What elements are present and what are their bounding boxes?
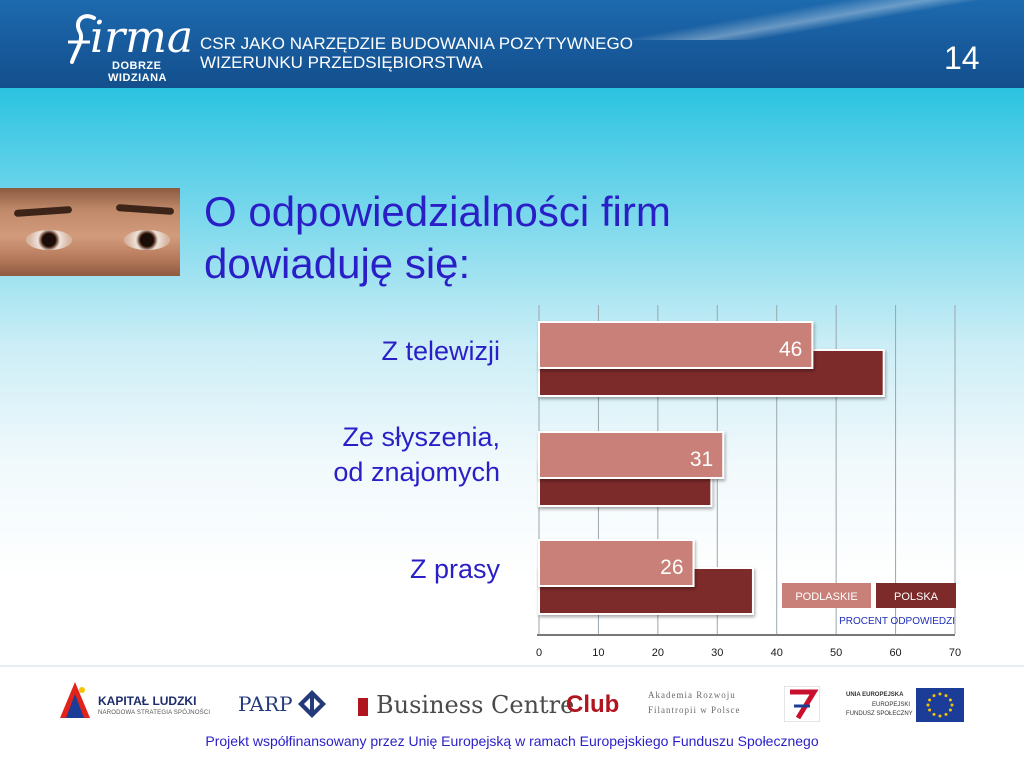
category-label-line: od znajomych: [333, 457, 500, 487]
bcc-square-icon: [358, 698, 368, 716]
afp-logo-line-1: Akademia Rozwoju: [648, 690, 736, 700]
seven-logo-icon: [784, 686, 820, 722]
bar-podlaskie: [538, 431, 725, 479]
ue-label-line-1: UNIA EUROPEJSKA: [846, 692, 904, 698]
right-eye: [124, 230, 170, 250]
bar-value-label: 26: [660, 556, 683, 579]
header-title: CSR JAKO NARZĘDZIE BUDOWANIA POZYTYWNEGO…: [200, 34, 820, 72]
parp-arrows-icon: [298, 690, 326, 718]
logo-script-text: irma: [90, 12, 194, 63]
logo-line-2: WIDZIANA: [108, 72, 167, 84]
ue-label-line-3: FUNDUSZ SPOŁECZNY: [846, 711, 913, 717]
kapital-ludzki-icon: [60, 682, 90, 718]
footer-divider: [0, 665, 1024, 667]
slide-title: O odpowiedzialności firm dowiaduję się:: [204, 186, 824, 290]
child-eyes-photo: [0, 188, 180, 276]
header-title-line-2: WIZERUNKU PRZEDSIĘBIORSTWA: [200, 53, 483, 72]
eu-flag-icon: [916, 688, 964, 722]
ue-label-line-2: EUROPEJSKI: [872, 702, 911, 708]
kapital-ludzki-title: KAPITAŁ LUDZKI: [98, 694, 197, 708]
header-bar: irma DOBRZE WIDZIANA CSR JAKO NARZĘDZIE …: [0, 0, 1024, 88]
category-label-line: Z prasy: [409, 554, 500, 584]
bcc-club-text: Club: [566, 691, 620, 718]
bar-value-label: 31: [690, 448, 713, 471]
bar-podlaskie: [538, 539, 695, 587]
category-label-line: Z telewizji: [381, 336, 500, 366]
bcc-logo-text: Business Centre: [376, 691, 575, 719]
legend-label-polska: POLSKA: [894, 591, 939, 603]
bar-podlaskie: [538, 321, 814, 369]
category-label-line: Ze słyszenia,: [342, 422, 500, 452]
x-tick-label: 30: [711, 647, 723, 659]
page-number: 14: [944, 40, 980, 76]
category-label: Ze słyszenia, od znajomych: [333, 420, 500, 490]
legend-label-podlaskie: PODLASKIE: [795, 591, 857, 603]
x-tick-label: 20: [652, 647, 664, 659]
category-label: Z prasy: [410, 552, 500, 587]
left-eye: [26, 230, 72, 250]
firma-dobrze-widziana-logo: irma DOBRZE WIDZIANA: [64, 8, 193, 84]
header-highlight: [560, 0, 1024, 40]
x-tick-label: 0: [536, 647, 542, 659]
legend-swatch-podlaskie: [782, 583, 871, 608]
category-label: Z telewizji: [381, 334, 500, 369]
parp-logo-text: PARP: [238, 692, 293, 716]
footer-cofinancing-text: Projekt współfinansowany przez Unię Euro…: [205, 733, 819, 749]
slide-title-line-2: dowiaduję się:: [204, 240, 471, 287]
x-tick-label: 10: [592, 647, 604, 659]
afp-logo-line-2: Filantropii w Polsce: [648, 705, 741, 715]
logo-line-1: DOBRZE: [112, 60, 162, 72]
x-tick-label: 40: [771, 647, 783, 659]
bar-value-label: 46: [779, 338, 802, 361]
legend-swatch-polska: [876, 583, 956, 608]
logo-script-f-icon: [68, 14, 96, 64]
x-axis-title: PROCENT ODPOWIEDZI: [839, 616, 955, 627]
x-tick-label: 50: [830, 647, 842, 659]
header-title-line-1: CSR JAKO NARZĘDZIE BUDOWANIA POZYTYWNEGO: [200, 34, 633, 53]
x-tick-label: 60: [889, 647, 901, 659]
kapital-ludzki-subtitle: NARODOWA STRATEGIA SPÓJNOŚCI: [98, 710, 211, 716]
x-tick-label: 70: [949, 647, 961, 659]
sponsor-logos: KAPITAŁ LUDZKI NARODOWA STRATEGIA SPÓJNO…: [0, 676, 1024, 732]
slide-title-line-1: O odpowiedzialności firm: [204, 188, 671, 235]
